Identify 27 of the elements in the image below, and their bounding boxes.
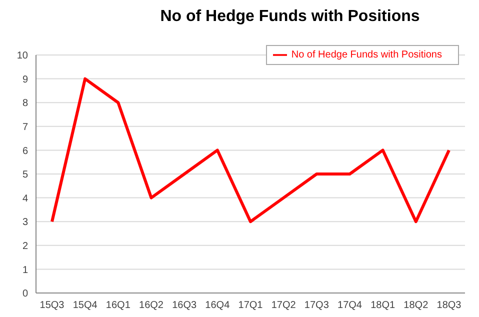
- line-series: [50, 77, 450, 224]
- x-tick-label: 15Q3: [40, 300, 65, 312]
- y-tick-label: 2: [22, 240, 28, 252]
- y-tick-label: 8: [22, 98, 28, 110]
- y-tick-label: 5: [22, 170, 28, 181]
- x-tick-label: 17Q1: [238, 300, 264, 312]
- y-tick-label: 9: [22, 74, 28, 86]
- x-tick-label: 16Q4: [205, 300, 230, 312]
- y-tick-label: 6: [22, 146, 28, 157]
- legend-label: No of Hedge Funds with Positions: [291, 50, 442, 61]
- x-tick-label: 18Q2: [404, 300, 429, 312]
- x-tick-label: 17Q4: [338, 300, 362, 312]
- x-tick-label: 18Q3: [436, 300, 462, 312]
- x-tick-label: 15Q4: [72, 300, 98, 312]
- y-tick-label: 4: [22, 193, 28, 204]
- x-tick-label: 16Q1: [106, 300, 131, 312]
- x-tick-label: 16Q3: [172, 300, 197, 312]
- x-tick-label: 17Q2: [271, 300, 296, 312]
- y-tick-label: 7: [22, 122, 28, 133]
- x-tick-label: 17Q3: [304, 300, 330, 312]
- y-tick-label: 10: [16, 50, 28, 62]
- y-tick-label: 1: [22, 264, 28, 276]
- y-tick-label: 3: [22, 217, 28, 228]
- chart-title: No of Hedge Funds with Positions: [159, 8, 421, 26]
- x-tick-label: 16Q2: [139, 300, 164, 312]
- x-tick-label: 18Q1: [370, 300, 396, 312]
- y-tick-label: 0: [22, 288, 28, 300]
